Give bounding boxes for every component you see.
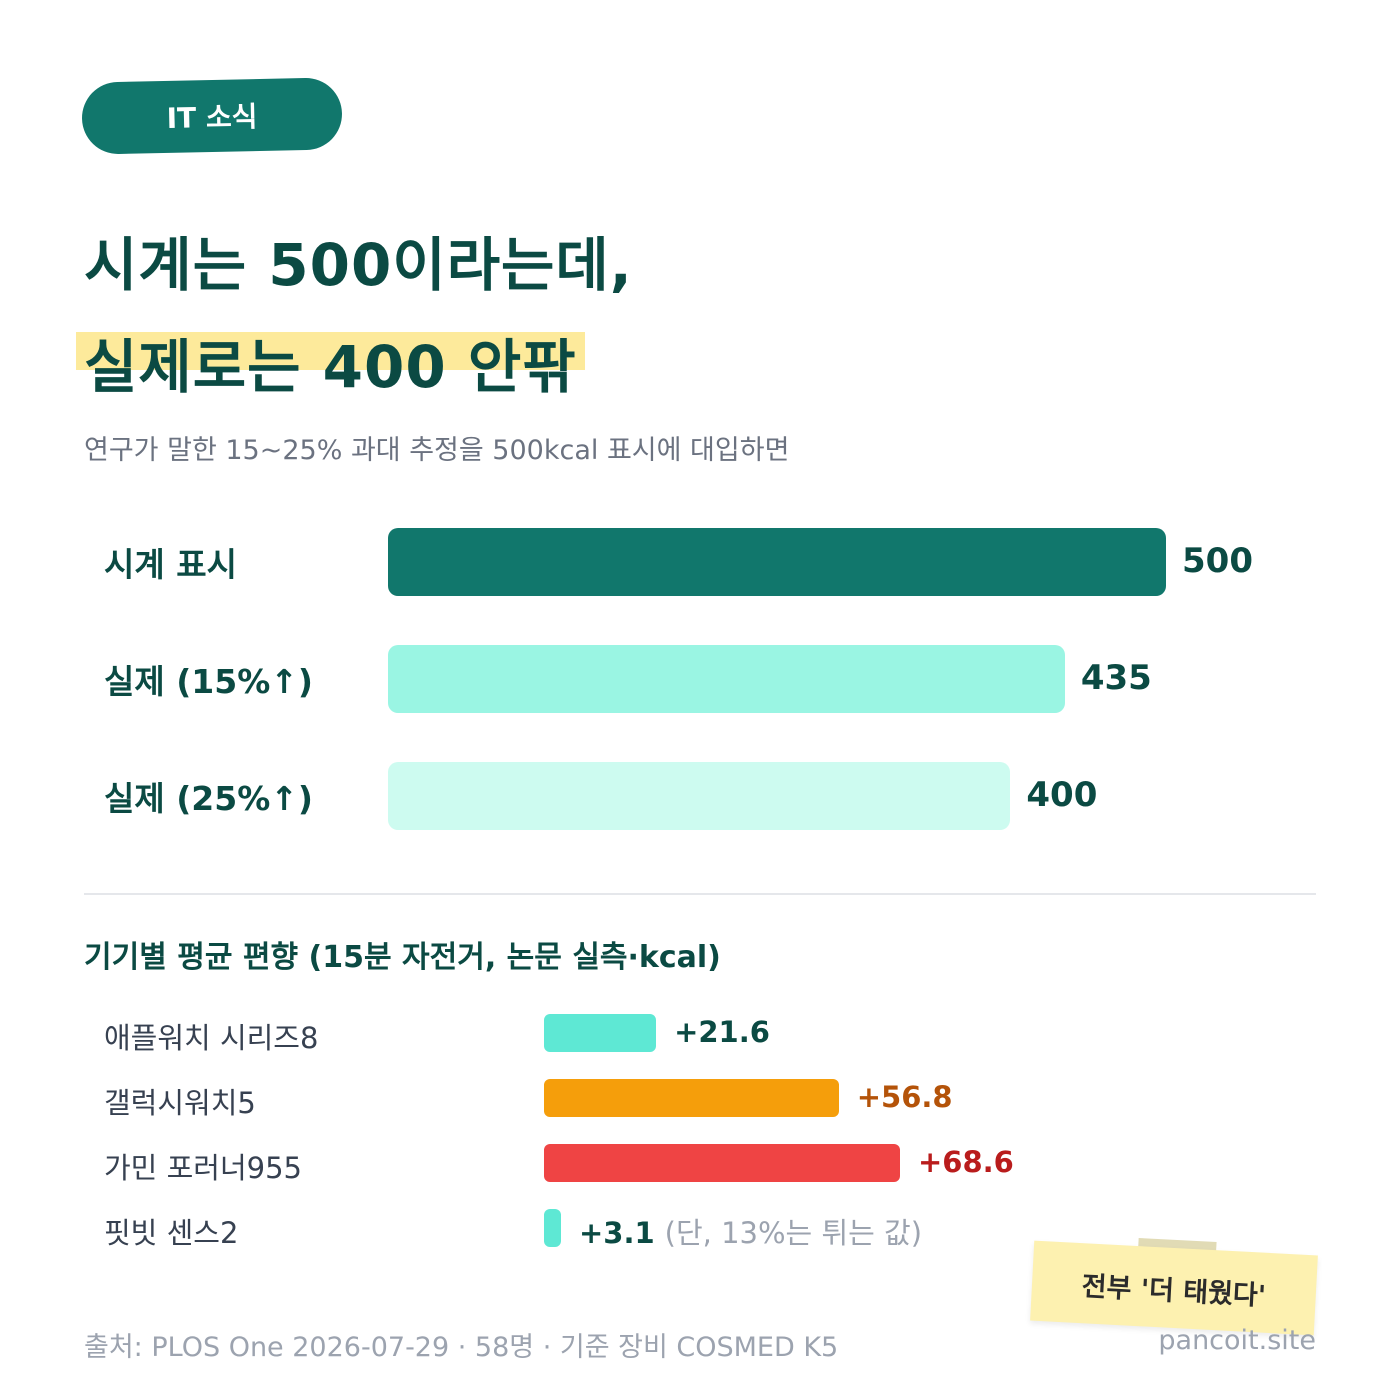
bar	[388, 528, 1166, 596]
bar-label: 시계 표시	[104, 545, 237, 584]
device-value-label: +56.8	[857, 1080, 953, 1114]
bar	[388, 645, 1065, 713]
device-value-label: +21.6	[674, 1015, 770, 1049]
device-value-label: +3.1 (단, 13%는 튀는 값)	[579, 1210, 922, 1252]
headline-line-2-text: 실제로는 400 안팎	[84, 333, 577, 401]
device-value-note: (단, 13%는 튀는 값)	[664, 1216, 923, 1250]
bar	[388, 762, 1011, 830]
bar-label: 실제 (25%↑)	[104, 779, 314, 818]
category-tag-label: IT 소식	[166, 100, 258, 135]
device-label: 애플워치 시리즈8	[104, 1021, 319, 1055]
headline-line-1: 시계는 500이라는데,	[84, 231, 633, 299]
device-bar	[544, 1014, 657, 1052]
device-value: +68.6	[918, 1145, 1014, 1179]
device-value: +56.8	[856, 1080, 953, 1114]
device-bias-title: 기기별 평균 편향 (15분 자전거, 논문 실측·kcal)	[84, 940, 721, 975]
source-citation: 출처: PLOS One 2026-07-29 · 58명 · 기준 장비 CO…	[84, 1332, 839, 1363]
bar-value-label: 400	[1026, 775, 1098, 815]
sticky-note-text: 전부 '더 태웠다'	[1080, 1270, 1267, 1312]
highlight-marker	[76, 332, 585, 370]
device-label: 갤럭시워치5	[104, 1086, 256, 1120]
device-bar	[544, 1079, 839, 1117]
subtitle: 연구가 말한 15~25% 과대 추정을 500kcal 표시에 대입하면	[84, 435, 790, 466]
device-value: +3.1	[579, 1216, 655, 1250]
device-value-label: +68.6	[918, 1145, 1014, 1179]
bar-value-label: 500	[1182, 541, 1253, 581]
sticky-note: 전부 '더 태웠다'	[1030, 1240, 1318, 1336]
device-bar	[544, 1144, 900, 1182]
bar-value-label: 435	[1080, 658, 1152, 698]
bar-label: 실제 (15%↑)	[104, 662, 314, 701]
device-value: +21.6	[674, 1015, 770, 1049]
device-bar	[544, 1209, 561, 1247]
headline-line-2: 실제로는 400 안팎	[76, 320, 585, 404]
device-label: 핏빗 센스2	[104, 1216, 239, 1250]
category-tag: IT 소식	[81, 77, 343, 155]
section-divider	[84, 893, 1316, 895]
headline-highlight: 실제로는 400 안팎	[76, 320, 585, 404]
site-url: pancoit.site	[1158, 1325, 1316, 1356]
device-label: 가민 포러너955	[104, 1151, 302, 1185]
